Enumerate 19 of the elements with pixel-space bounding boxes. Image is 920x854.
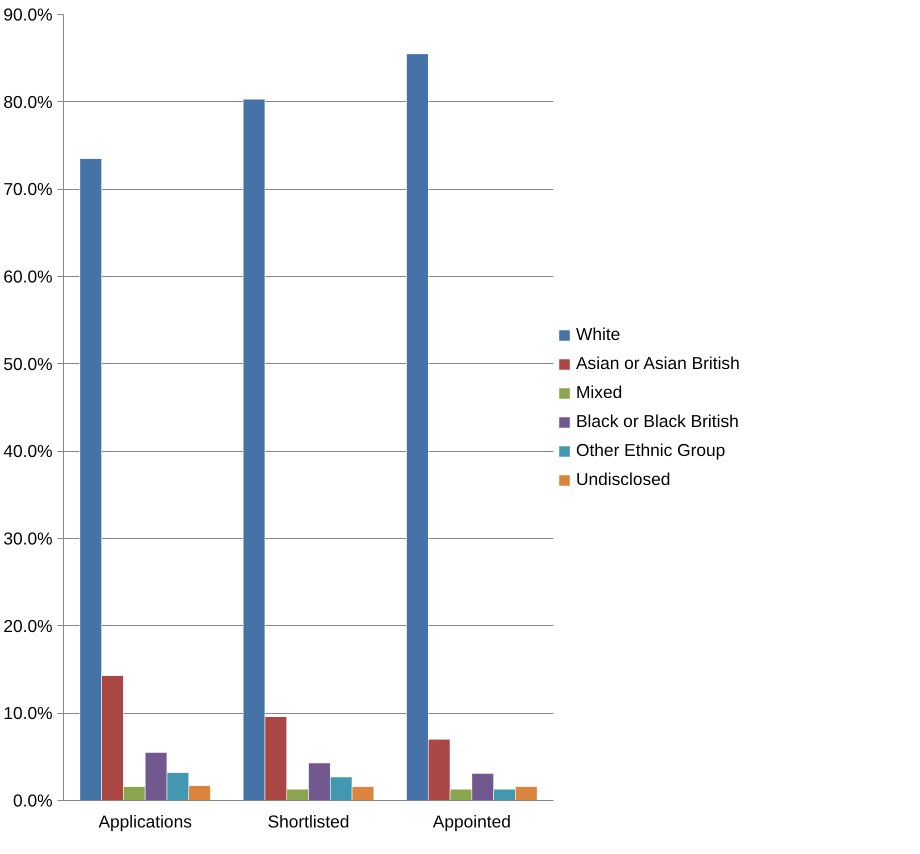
legend-label: Asian or Asian British [576,353,740,374]
y-tick-label: 0.0% [13,790,53,810]
y-tick-label: 80.0% [3,92,53,112]
x-tick-label: Appointed [432,812,511,832]
y-tick-label: 30.0% [3,528,53,548]
x-tick-label: Shortlisted [268,812,350,832]
y-tick-label: 90.0% [3,4,53,24]
legend-label: Other Ethnic Group [576,440,726,461]
y-tick-label: 40.0% [3,441,53,462]
x-tick-label: Applications [98,812,192,832]
legend-label: White [576,324,620,345]
y-tick-label: 70.0% [3,179,53,200]
legend-label: Undisclosed [576,469,670,490]
y-tick-label: 10.0% [3,703,53,724]
legend-label: Mixed [576,382,622,403]
y-tick-label: 60.0% [3,266,53,286]
y-tick-label: 50.0% [3,354,53,374]
legend-label: Black or Black British [576,411,739,432]
y-tick-label: 20.0% [3,616,53,636]
